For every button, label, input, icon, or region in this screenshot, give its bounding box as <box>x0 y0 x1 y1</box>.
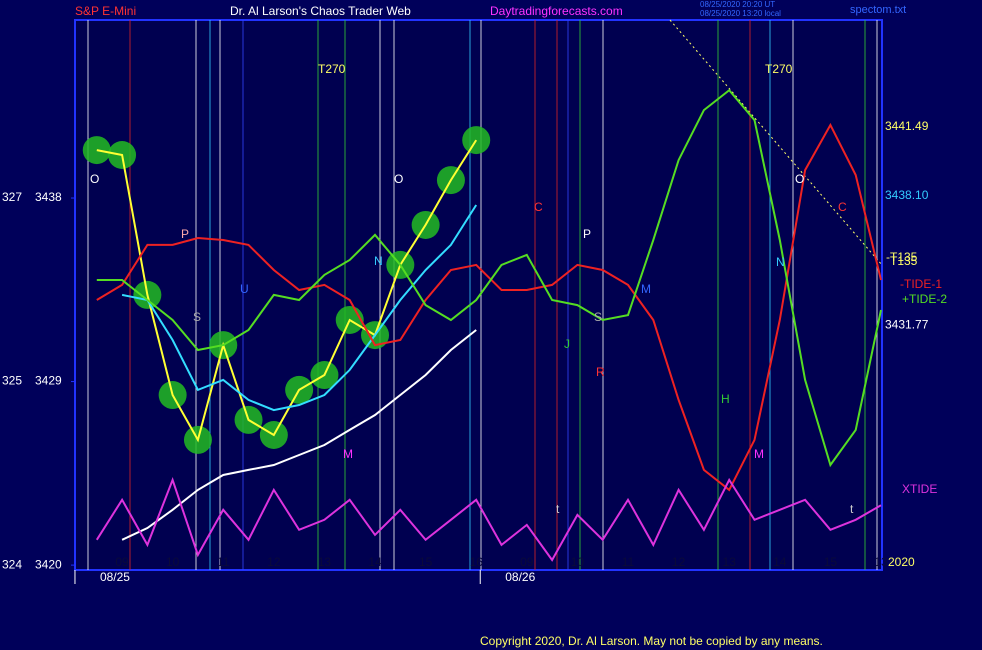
right-text: T135 <box>890 254 918 268</box>
site-url: Daytradingforecasts.com <box>490 4 623 18</box>
file-name: spectom.txt <box>850 4 906 16</box>
annotation: T270 <box>318 62 346 76</box>
x-tick-label: 13 <box>723 555 737 569</box>
x-tick-label: 15 <box>824 555 838 569</box>
annotation: O <box>90 172 99 186</box>
x-tick-label: 09 <box>520 555 534 569</box>
right-text: -T135 <box>886 250 918 264</box>
copyright: Copyright 2020, Dr. Al Larson. May not b… <box>480 634 823 648</box>
annotation: O <box>394 172 403 186</box>
x-tick-label: 11 <box>622 555 635 569</box>
y-tick-label: 3438 <box>35 190 62 204</box>
date-label: 08/26 <box>505 570 535 584</box>
y-left-label: 325 <box>2 374 22 388</box>
x-tick-label: 14 <box>368 555 382 569</box>
series-line <box>95 476 882 562</box>
x-tick-label: 10 <box>571 555 585 569</box>
annotation: N <box>776 255 785 269</box>
series-line <box>121 204 478 412</box>
y-left-label: 327 <box>2 190 22 204</box>
annotation: J <box>564 337 570 351</box>
annotation: U <box>240 282 249 296</box>
annotation: O <box>795 172 804 186</box>
x-tick-label: 16 <box>470 555 484 569</box>
series-line <box>96 122 882 492</box>
y-tick-label: 3429 <box>35 374 62 388</box>
series-line <box>96 139 478 443</box>
timestamp: 08/25/2020 20:20 UT <box>700 0 775 9</box>
x-tick-label: 11 <box>217 555 230 569</box>
series-line <box>96 88 882 468</box>
right-text: 2020 <box>888 555 915 569</box>
annotation: M <box>641 282 651 296</box>
level-label: 3441.49 <box>885 119 929 133</box>
annotation: S <box>193 310 201 324</box>
annotation: P <box>181 227 189 241</box>
y-tick-label: 3420 <box>35 557 62 571</box>
annotation: C <box>534 200 543 214</box>
annotation: H <box>721 392 730 406</box>
annotation: M <box>754 447 764 461</box>
level-label: 3431.77 <box>885 317 929 331</box>
legend-entry: XTIDE <box>902 482 937 496</box>
site-title: Dr. Al Larson's Chaos Trader Web <box>230 4 411 18</box>
price-blob <box>82 136 111 165</box>
time-lines <box>87 20 878 570</box>
date-label: 08/25 <box>100 570 130 584</box>
annotation: t <box>850 502 854 516</box>
level-label: 3438.10 <box>885 188 929 202</box>
annotation: t <box>556 502 560 516</box>
annotation: S <box>594 310 602 324</box>
annotation: T270 <box>765 62 793 76</box>
x-tick-label: 13 <box>874 555 888 569</box>
legend-entry: -TIDE-1 <box>900 277 942 291</box>
x-tick-label: 12 <box>672 555 686 569</box>
instrument: S&P E-Mini <box>75 4 136 18</box>
x-tick-label: 12 <box>267 555 281 569</box>
x-tick-label: 14 <box>773 555 787 569</box>
trend-line <box>669 19 883 266</box>
legend-entry: +TIDE-2 <box>902 292 947 306</box>
annotation: C <box>838 200 847 214</box>
x-tick-label: 15 <box>419 555 433 569</box>
timestamp: 08/25/2020 13:20 local <box>700 9 781 18</box>
annotation: R <box>596 365 605 379</box>
x-tick-label: 09 <box>115 555 129 569</box>
annotation: P <box>583 227 591 241</box>
annotation: N <box>374 254 383 268</box>
y-left-label: 324 <box>2 557 22 571</box>
annotation: M <box>343 447 353 461</box>
x-tick-label: 13 <box>318 555 332 569</box>
x-tick-label: 10 <box>166 555 180 569</box>
